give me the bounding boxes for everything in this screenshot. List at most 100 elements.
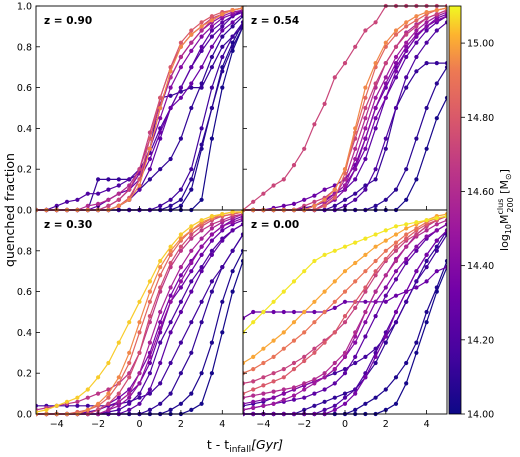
data-point — [383, 299, 388, 304]
data-point — [302, 197, 307, 202]
data-point — [342, 314, 348, 319]
data-point — [147, 340, 152, 345]
data-point — [373, 299, 378, 304]
data-point — [209, 54, 214, 60]
data-point — [220, 28, 225, 33]
data-point — [189, 350, 194, 355]
data-point — [106, 391, 111, 396]
data-point — [209, 136, 214, 141]
data-point — [178, 401, 183, 406]
data-point — [363, 320, 368, 325]
data-point — [168, 69, 173, 74]
data-point — [393, 32, 399, 37]
data-point — [230, 209, 235, 215]
data-point — [189, 260, 194, 266]
data-point — [424, 28, 429, 33]
data-point — [342, 395, 348, 400]
data-point — [147, 391, 152, 396]
data-point — [240, 222, 243, 227]
data-point — [393, 258, 399, 264]
data-point — [291, 320, 297, 325]
panel-label: z = 0.54 — [251, 15, 299, 27]
data-point — [373, 273, 378, 278]
x-tick-label: 2 — [383, 419, 389, 430]
data-point — [251, 199, 256, 204]
data-point — [209, 232, 214, 237]
data-point — [189, 40, 194, 45]
data-point — [147, 177, 152, 182]
data-point — [106, 401, 111, 406]
data-point — [189, 28, 194, 33]
data-point — [240, 12, 243, 17]
data-point — [393, 44, 399, 49]
data-point — [243, 401, 246, 406]
data-point — [220, 54, 225, 60]
data-point — [373, 354, 378, 359]
data-point — [404, 24, 409, 29]
data-point — [393, 232, 399, 237]
data-point — [127, 177, 132, 182]
data-point — [178, 203, 183, 208]
data-point — [178, 371, 183, 376]
data-point — [332, 299, 337, 304]
data-point — [158, 105, 163, 111]
panel-label: z = 0.30 — [44, 219, 92, 231]
data-point — [332, 360, 337, 366]
data-point — [127, 320, 132, 325]
data-point — [414, 40, 419, 45]
data-point — [189, 177, 194, 182]
data-point — [64, 199, 70, 204]
data-point — [332, 367, 337, 372]
data-point — [199, 28, 204, 33]
x-tick-label: 0 — [136, 419, 142, 430]
data-point — [178, 95, 183, 100]
data-point — [147, 371, 152, 376]
data-point — [240, 258, 243, 264]
data-point — [353, 44, 358, 49]
data-point — [209, 222, 214, 227]
data-point — [404, 48, 409, 54]
data-point — [189, 105, 194, 111]
series-line-2-0 — [36, 260, 243, 415]
data-point — [404, 299, 409, 304]
data-point — [281, 289, 286, 294]
data-point — [220, 20, 225, 25]
x-tick-label: −4 — [256, 419, 270, 430]
data-point — [209, 18, 214, 23]
data-point — [96, 191, 101, 196]
data-point — [373, 126, 378, 131]
data-point — [230, 220, 235, 225]
data-point — [199, 197, 204, 202]
data-point — [220, 85, 225, 90]
data-point — [36, 403, 39, 408]
data-point — [312, 320, 317, 325]
data-point — [383, 273, 388, 278]
data-point — [75, 197, 80, 202]
data-point — [424, 265, 429, 270]
data-point — [342, 320, 348, 325]
data-point — [424, 61, 429, 66]
data-point — [434, 269, 439, 274]
data-point — [271, 309, 276, 315]
data-point — [353, 387, 358, 392]
data-point — [137, 401, 142, 406]
data-point — [424, 309, 429, 315]
data-point — [393, 224, 399, 229]
data-point — [281, 203, 286, 208]
data-point — [178, 197, 183, 202]
data-point — [373, 167, 378, 172]
x-tick-label: 2 — [178, 419, 184, 430]
data-point — [404, 256, 409, 262]
data-point — [393, 269, 399, 274]
data-point — [342, 289, 348, 294]
data-point — [353, 177, 358, 182]
colorbar-tick-label: 14.20 — [467, 335, 494, 346]
data-point — [96, 177, 101, 182]
data-point — [383, 136, 388, 141]
data-point — [383, 238, 388, 243]
data-point — [363, 187, 368, 192]
data-point — [158, 285, 163, 290]
data-point — [312, 299, 317, 304]
colorbar — [448, 5, 462, 415]
data-point — [383, 40, 388, 45]
